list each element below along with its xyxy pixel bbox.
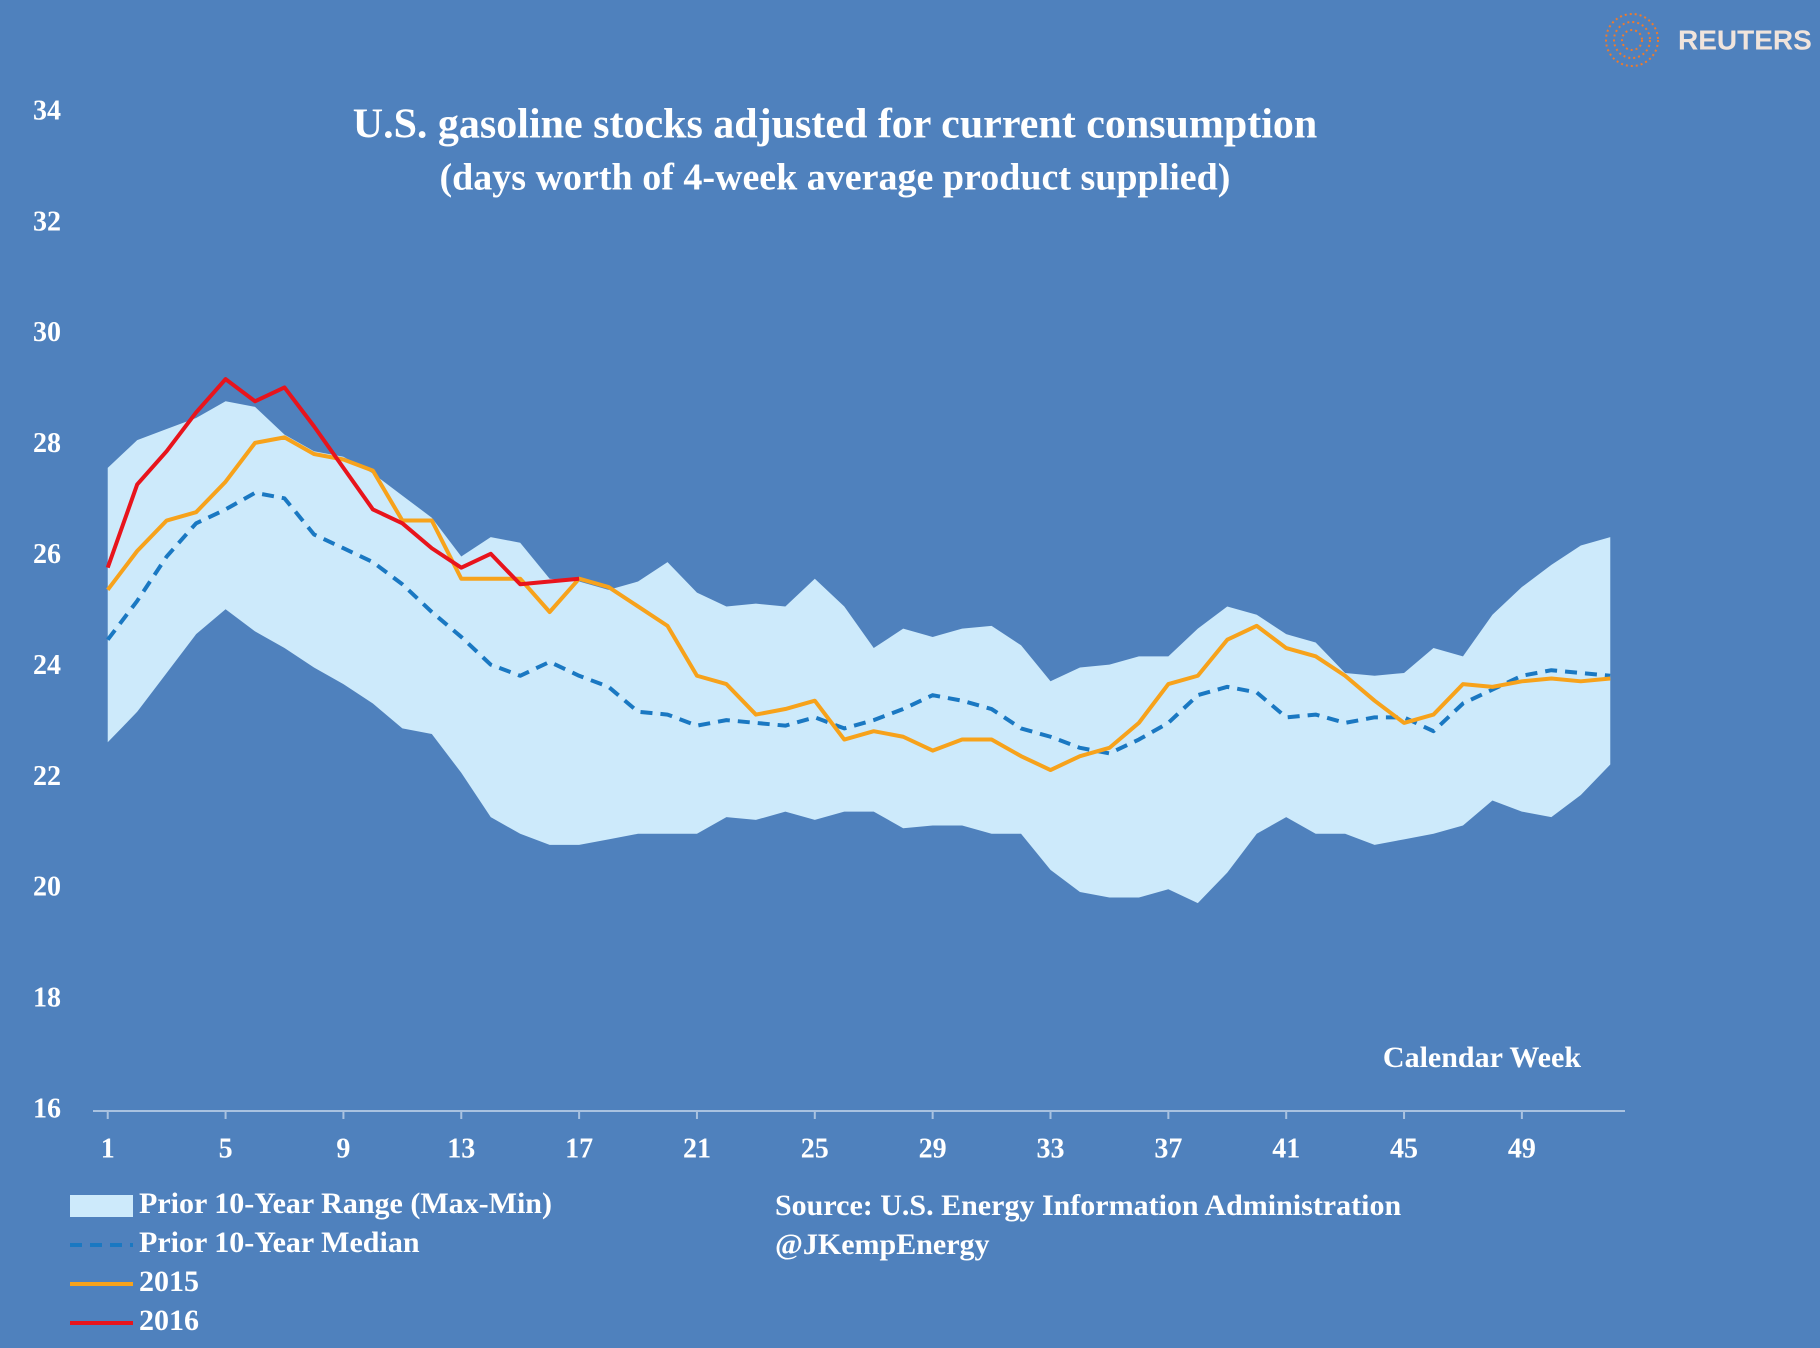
x-tick-label: 25 [801,1133,829,1164]
x-axis-label: Calendar Week [1383,1041,1581,1074]
x-tick-label: 49 [1508,1133,1536,1164]
x-tick-label: 29 [919,1133,947,1164]
x-tick-label: 5 [219,1133,233,1164]
legend-label: Prior 10-Year Median [139,1226,420,1259]
legend-label: 2016 [139,1304,199,1337]
series-line [105,377,580,587]
y-tick-label: 22 [33,761,61,792]
x-tick-label: 45 [1390,1133,1418,1164]
chart-subtitle: (days worth of 4-week average product su… [440,157,1231,199]
x-tick-label: 21 [683,1133,711,1164]
legend-label: Prior 10-Year Range (Max-Min) [139,1187,552,1220]
reuters-logo-icon [1605,13,1659,67]
series-line [106,490,1611,756]
x-tick-label: 37 [1154,1133,1182,1164]
y-tick-label: 28 [33,428,61,459]
x-tick-label: 13 [447,1133,475,1164]
range-band [107,401,1611,904]
series-line [106,435,1611,773]
chart-title: U.S. gasoline stocks adjusted for curren… [353,102,1318,148]
y-tick-label: 20 [33,872,61,903]
source-text: Source: U.S. Energy Information Administ… [775,1189,1401,1222]
x-tick-label: 17 [565,1133,593,1164]
y-tick-label: 32 [33,206,61,237]
x-tick-label: 41 [1272,1133,1300,1164]
logo-text: REUTERS [1678,24,1812,55]
x-tick-label: 1 [101,1133,115,1164]
y-tick-label: 16 [33,1093,61,1124]
y-tick-label: 34 [33,95,61,126]
y-tick-label: 24 [33,650,61,681]
x-tick-label: 9 [336,1133,350,1164]
y-tick-label: 30 [33,317,61,348]
legend-label: 2015 [139,1265,199,1298]
y-tick-label: 18 [33,983,61,1014]
x-tick-label: 33 [1037,1133,1065,1164]
credit-text: @JKempEnergy [775,1228,990,1261]
legend-swatch [70,1195,133,1217]
y-tick-label: 26 [33,539,61,570]
